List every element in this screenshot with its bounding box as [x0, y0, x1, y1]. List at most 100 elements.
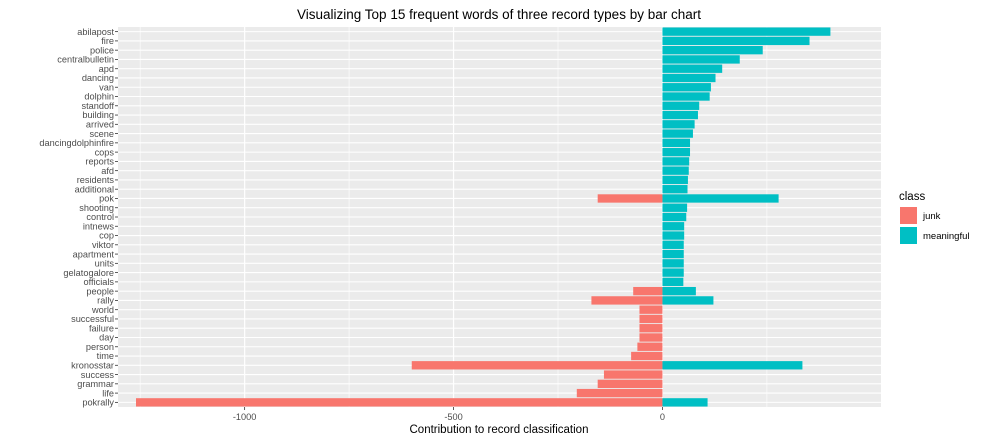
legend: class junk meaningful [899, 191, 969, 244]
y-tick-label: pokrally [82, 398, 114, 408]
bar-junk-time [631, 351, 663, 361]
y-tick-label: arrived [86, 120, 114, 130]
y-tick-label: world [91, 305, 114, 315]
y-tick-label: officials [84, 277, 115, 287]
bar-meaningful-pokrally [662, 398, 708, 407]
y-tick-label: viktor [92, 240, 114, 250]
bar-meaningful-van [662, 83, 711, 92]
chart-title: Visualizing Top 15 frequent words of thr… [297, 7, 701, 22]
bar-meaningful-cops [662, 147, 691, 157]
bar-meaningful-building [662, 110, 698, 120]
y-tick-label: control [86, 212, 114, 222]
bar-junk-kronosstar [411, 361, 663, 370]
bar-junk-day [639, 333, 663, 342]
bar-meaningful-dancingdolphinfire [662, 138, 691, 148]
x-tick-label: -1000 [233, 412, 257, 422]
bar-meaningful-abilapost [662, 27, 831, 36]
y-tick-label: person [86, 342, 114, 352]
y-tick-label: fire [101, 36, 114, 46]
y-tick-label: grammar [77, 379, 114, 389]
bar-meaningful-gelatogalore [662, 268, 684, 277]
y-tick-label: successful [71, 314, 114, 324]
y-tick-label: pok [99, 194, 114, 204]
bar-meaningful-centralbulletin [662, 55, 740, 64]
y-tick-label: cop [99, 231, 114, 241]
legend-key-meaningful [900, 227, 917, 244]
bar-meaningful-units [662, 259, 684, 268]
y-tick-label: apd [99, 64, 114, 74]
bar-junk-person [637, 342, 663, 351]
bar-junk-people [633, 286, 663, 296]
bar-meaningful-apartment [662, 249, 684, 259]
y-tick-label: people [86, 286, 114, 296]
y-tick-label: afd [101, 166, 114, 176]
bar-meaningful-apd [662, 64, 723, 73]
bar-meaningful-rally [662, 296, 714, 305]
y-tick-label: rally [97, 296, 114, 306]
y-tick-label: kronosstar [71, 360, 114, 370]
bar-meaningful-officials [662, 277, 684, 287]
y-tick-label: dancingdolphinfire [39, 138, 114, 148]
y-tick-label: building [82, 110, 114, 120]
x-axis-ticks: -1000 -500 0 [233, 407, 665, 422]
y-tick-label: centralbulletin [57, 55, 114, 65]
bar-meaningful-afd [662, 166, 689, 175]
bar-meaningful-residents [662, 175, 688, 185]
y-tick-label: gelatogalore [63, 268, 114, 278]
bar-junk-failure [639, 324, 663, 333]
bar-meaningful-reports [662, 157, 690, 166]
bar-meaningful-kronosstar [662, 361, 803, 370]
legend-title: class [899, 191, 925, 203]
bar-junk-success [603, 370, 663, 379]
bar-meaningful-standoff [662, 101, 700, 110]
x-tick-label: 0 [660, 412, 665, 422]
bar-meaningful-arrived [662, 120, 695, 129]
bar-meaningful-cop [662, 231, 685, 240]
bar-junk-grammar [597, 379, 663, 388]
bar-meaningful-dancing [662, 73, 716, 83]
y-tick-label: failure [89, 323, 114, 333]
bar-junk-rally [591, 296, 663, 305]
x-tick-label: -500 [444, 412, 462, 422]
bar-meaningful-shooting [662, 203, 688, 212]
y-tick-label: scene [89, 129, 114, 139]
y-tick-label: reports [85, 157, 114, 167]
bar-meaningful-scene [662, 129, 693, 138]
bar-meaningful-police [662, 46, 763, 55]
bar-meaningful-fire [662, 36, 810, 46]
bar-meaningful-additional [662, 185, 688, 194]
bar-meaningful-dolphin [662, 92, 710, 101]
y-tick-label: residents [77, 175, 115, 185]
bar-junk-world [639, 305, 663, 314]
bar-meaningful-intnews [662, 222, 685, 231]
y-tick-label: abilapost [77, 27, 114, 37]
legend-label-junk: junk [922, 211, 941, 222]
y-tick-label: standoff [81, 101, 114, 111]
y-tick-label: time [97, 351, 114, 361]
y-tick-label: success [81, 370, 115, 380]
bar-junk-pok [597, 194, 663, 203]
y-tick-label: cops [95, 147, 115, 157]
bar-meaningful-people [662, 286, 696, 296]
bar-junk-pokrally [136, 398, 663, 407]
x-axis-title: Contribution to record classification [410, 424, 589, 436]
y-tick-label: apartment [73, 249, 115, 259]
legend-key-junk [900, 207, 917, 224]
y-tick-label: shooting [79, 203, 114, 213]
legend-label-meaningful: meaningful [923, 231, 969, 242]
bar-meaningful-viktor [662, 240, 684, 249]
bar-junk-life [576, 388, 663, 398]
bar-meaningful-pok [662, 194, 779, 203]
y-tick-label: life [102, 388, 114, 398]
y-tick-label: additional [75, 184, 114, 194]
y-tick-label: dolphin [84, 92, 114, 102]
bar-junk-successful [639, 314, 663, 324]
y-tick-label: police [90, 45, 114, 55]
bars [136, 27, 831, 407]
bar-meaningful-control [662, 212, 687, 222]
y-tick-label: van [99, 82, 114, 92]
y-tick-label: units [95, 259, 115, 269]
y-tick-label: day [99, 333, 114, 343]
